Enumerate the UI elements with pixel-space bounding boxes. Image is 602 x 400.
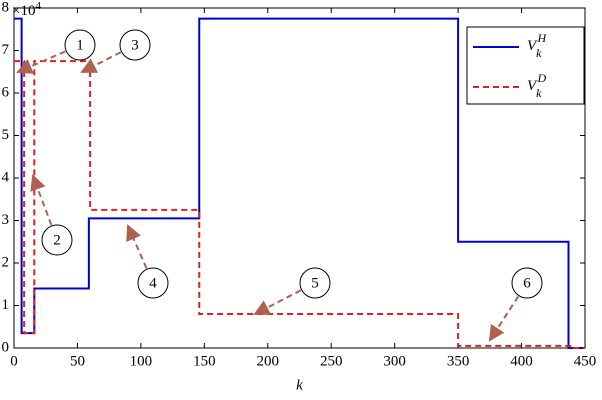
annotation-circle: [64, 29, 96, 61]
x-tick-label: 0: [10, 353, 18, 369]
y-scale-exponent: 4: [35, 0, 41, 12]
legend-label: VkH: [527, 31, 548, 60]
y-scale-base: ×10: [12, 3, 35, 19]
x-tick-label: 450: [574, 353, 597, 369]
annotation-label: 3: [131, 37, 139, 53]
annotation-label: 6: [523, 275, 531, 291]
x-tick-label: 50: [70, 353, 85, 369]
legend-box: [466, 26, 585, 105]
y-tick-label: 2: [2, 254, 10, 270]
legend-label: VkD: [527, 71, 547, 100]
x-tick-label: 150: [193, 353, 216, 369]
y-tick-label: 4: [2, 169, 10, 185]
annotation-label: 1: [76, 37, 84, 53]
annotation-circle: [119, 29, 151, 61]
y-tick-label: 7: [2, 42, 10, 58]
x-tick-label: 400: [510, 353, 533, 369]
y-scale-label: ×104: [12, 0, 41, 19]
y-tick-label: 1: [2, 297, 10, 313]
annotation-circle: [299, 267, 331, 299]
x-tick-label: 200: [257, 353, 280, 369]
legend-name: V: [527, 78, 538, 94]
legend-subscript: k: [536, 86, 542, 100]
x-tick-label: 100: [130, 353, 153, 369]
legend-name: V: [527, 38, 538, 54]
y-tick-label: 5: [2, 127, 10, 143]
annotation-arrow: [126, 224, 148, 269]
y-tick-label: 0: [2, 339, 10, 355]
x-axis-label: k: [296, 377, 303, 393]
annotation-arrow: [488, 295, 520, 342]
x-tick-label: 300: [383, 353, 406, 369]
annotation-label: 5: [311, 275, 319, 291]
series-line: [14, 60, 585, 349]
annotation-circle: [137, 267, 169, 299]
legend-superscript: D: [537, 71, 547, 85]
y-tick-label: 6: [2, 84, 10, 100]
y-tick-label: 3: [2, 212, 10, 228]
annotation-label: 2: [53, 232, 61, 248]
x-tick-label: 250: [320, 353, 343, 369]
annotation-label: 4: [149, 275, 157, 291]
legend-superscript: H: [537, 31, 548, 45]
annotation-circle: [41, 224, 73, 256]
x-tick-label: 350: [447, 353, 470, 369]
annotation-arrow: [253, 289, 302, 315]
annotation-arrow: [16, 50, 66, 74]
annotation-arrow: [30, 174, 53, 226]
y-tick-label: 8: [2, 0, 10, 15]
legend-subscript: k: [536, 46, 542, 60]
annotation-circle: [511, 267, 543, 299]
annotation-arrow: [80, 51, 122, 73]
